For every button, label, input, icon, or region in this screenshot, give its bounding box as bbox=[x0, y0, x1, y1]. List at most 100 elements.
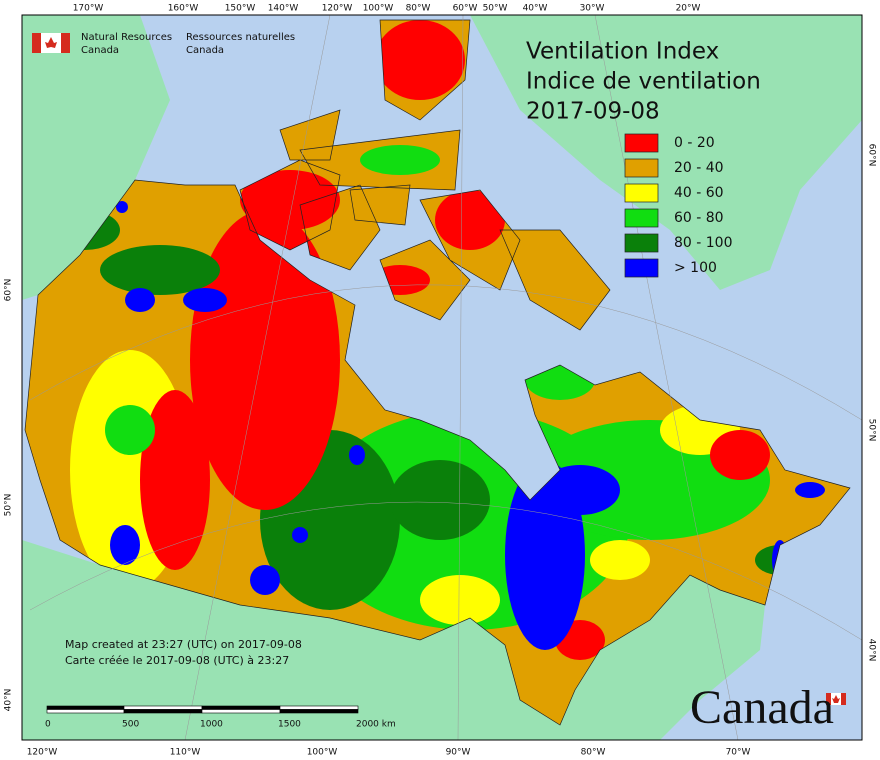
map-note: Map created at 23:27 (UTC) on 2017-09-08 bbox=[65, 638, 302, 651]
legend-label: 40 - 60 bbox=[674, 185, 724, 201]
scale-segment bbox=[46, 709, 125, 714]
flag-bar bbox=[61, 33, 70, 53]
graticule-label: 40°N bbox=[867, 639, 877, 662]
department-fr: Canada bbox=[186, 45, 224, 56]
scale-label: 1000 bbox=[200, 720, 223, 730]
graticule-label: 60°N bbox=[867, 144, 877, 167]
map-title: 2017-09-08 bbox=[526, 99, 660, 125]
scale-label: 1500 bbox=[278, 720, 301, 730]
map-frame bbox=[21, 14, 863, 741]
graticule-label: 80°W bbox=[581, 748, 606, 758]
legend-label: 20 - 40 bbox=[674, 160, 724, 176]
graticule-label: 40°N bbox=[4, 689, 14, 712]
flag-bar bbox=[841, 693, 846, 705]
zone bbox=[292, 527, 308, 543]
flag-bar bbox=[826, 693, 831, 705]
zone bbox=[795, 482, 825, 498]
graticule-label: 100°W bbox=[363, 4, 394, 14]
graticule-label: 40°W bbox=[523, 4, 548, 14]
zone bbox=[710, 430, 770, 480]
graticule-label: 170°W bbox=[73, 4, 104, 14]
zone bbox=[125, 288, 155, 312]
zone bbox=[540, 465, 620, 515]
graticule-label: 120°W bbox=[27, 748, 58, 758]
zone bbox=[420, 575, 500, 625]
map-title: Ventilation Index bbox=[526, 39, 719, 65]
legend-label: 0 - 20 bbox=[674, 135, 715, 151]
zone bbox=[390, 460, 490, 540]
zone bbox=[100, 245, 220, 295]
zone bbox=[105, 405, 155, 455]
nrcan-flag bbox=[32, 33, 70, 53]
graticule-label: 50°W bbox=[483, 4, 508, 14]
zone bbox=[375, 20, 465, 100]
scale-segment bbox=[201, 705, 281, 710]
legend-label: 80 - 100 bbox=[674, 235, 733, 251]
map-title: Indice de ventilation bbox=[526, 69, 761, 95]
zone bbox=[140, 390, 210, 570]
legend-swatch bbox=[624, 258, 659, 278]
graticule-label: 30°W bbox=[580, 4, 605, 14]
graticule-label: 70°W bbox=[726, 748, 751, 758]
scale-segment bbox=[46, 705, 125, 710]
department-en: Canada bbox=[81, 45, 119, 56]
graticule-label: 120°W bbox=[322, 4, 353, 14]
zone bbox=[435, 190, 505, 250]
meridian bbox=[594, 14, 739, 741]
scale-label: 2000 km bbox=[356, 720, 396, 730]
map-note: Carte créée le 2017-09-08 (UTC) à 23:27 bbox=[65, 654, 289, 667]
zone bbox=[349, 445, 365, 465]
parallel bbox=[29, 501, 863, 641]
department-fr: Ressources naturelles bbox=[186, 32, 295, 43]
land-alaska bbox=[22, 15, 170, 300]
graticule-label: 160°W bbox=[168, 4, 199, 14]
graticule-label: 60°N bbox=[4, 279, 14, 302]
graticule-label: 80°W bbox=[406, 4, 431, 14]
graticule-lines bbox=[29, 14, 863, 741]
canada-wordmark: Canada bbox=[690, 681, 834, 734]
flag-leaf bbox=[832, 695, 840, 703]
land-greenland bbox=[470, 15, 862, 290]
graticule-label: 50°N bbox=[867, 419, 877, 442]
canada-wordmark-flag bbox=[826, 693, 846, 705]
flag-bar bbox=[32, 33, 41, 53]
zone bbox=[190, 210, 340, 510]
graticule-label: 150°W bbox=[225, 4, 256, 14]
legend-swatch bbox=[624, 183, 659, 203]
zone bbox=[110, 525, 140, 565]
zone bbox=[360, 145, 440, 175]
graticule-label: 100°W bbox=[307, 748, 338, 758]
zone bbox=[590, 540, 650, 580]
legend-swatch bbox=[624, 233, 659, 253]
legend-swatch bbox=[624, 133, 659, 153]
meridian bbox=[184, 14, 331, 741]
zone bbox=[116, 201, 128, 213]
flag-leaf bbox=[45, 37, 57, 48]
scale-label: 500 bbox=[122, 720, 139, 730]
scale-segment bbox=[279, 709, 359, 714]
legend-swatch bbox=[624, 158, 659, 178]
scale-segment bbox=[201, 709, 281, 714]
zone bbox=[240, 170, 340, 230]
legend-label: > 100 bbox=[674, 260, 717, 276]
graticule-label: 140°W bbox=[268, 4, 299, 14]
legend-label: 60 - 80 bbox=[674, 210, 724, 226]
department-en: Natural Resources bbox=[81, 32, 172, 43]
scale-segment bbox=[123, 709, 203, 714]
land-usa bbox=[22, 540, 765, 740]
zone bbox=[250, 565, 280, 595]
graticule-label: 20°W bbox=[676, 4, 701, 14]
graticule-label: 110°W bbox=[170, 748, 201, 758]
legend-swatch bbox=[624, 208, 659, 228]
scale-segment bbox=[279, 705, 359, 710]
parallel bbox=[29, 284, 863, 421]
graticule-label: 90°W bbox=[446, 748, 471, 758]
zone bbox=[183, 288, 227, 312]
scale-segment bbox=[123, 705, 203, 710]
scale-label: 0 bbox=[45, 720, 51, 730]
meridian bbox=[457, 14, 464, 741]
graticule-label: 50°N bbox=[4, 494, 14, 517]
